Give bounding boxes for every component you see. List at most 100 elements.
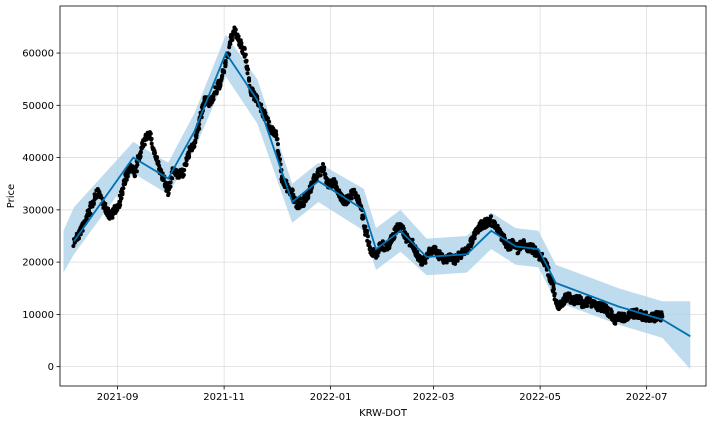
observed-point: [154, 155, 159, 160]
observed-point: [333, 181, 338, 186]
observed-point: [375, 253, 380, 258]
observed-point: [473, 232, 478, 237]
observed-point: [265, 116, 270, 121]
observed-point: [84, 217, 89, 221]
observed-point: [181, 173, 186, 177]
observed-point: [321, 162, 325, 166]
observed-point: [276, 142, 280, 147]
observed-point: [149, 136, 154, 141]
observed-point: [170, 176, 175, 181]
observed-point: [263, 111, 268, 115]
observed-point: [367, 240, 372, 245]
y-axis-title: Price: [6, 184, 17, 208]
forecast-line: [73, 51, 691, 338]
observed-point: [133, 174, 137, 178]
observed-point: [134, 169, 139, 174]
observed-point: [322, 165, 327, 170]
observed-point: [365, 234, 370, 239]
x-axis-ticks: 2021-09 2021-11 2022-01 2022-03 2022-05 2022-…: [97, 386, 668, 403]
observed-point: [247, 78, 252, 83]
observed-point: [121, 186, 126, 191]
observed-point: [243, 52, 248, 57]
y-tick-label: 60000: [22, 49, 54, 60]
observed-point: [192, 144, 197, 148]
y-tick-label: 20000: [22, 258, 54, 269]
observed-point: [275, 137, 280, 141]
observed-point: [656, 310, 661, 315]
observed-point: [352, 187, 357, 192]
observed-point: [236, 34, 241, 39]
observed-point: [230, 37, 235, 42]
observed-point: [135, 162, 140, 167]
observed-point: [228, 41, 233, 46]
observed-point: [220, 74, 224, 79]
observed-point: [552, 293, 557, 298]
observed-point: [274, 133, 279, 138]
observed-point: [415, 249, 420, 254]
observed-point: [495, 223, 500, 228]
x-tick-label: 2022-07: [626, 392, 668, 403]
observed-point: [349, 196, 354, 201]
observed-point: [120, 190, 125, 195]
observed-point: [214, 89, 219, 94]
observed-point: [644, 310, 648, 315]
observed-point: [246, 67, 250, 72]
observed-point: [153, 151, 157, 156]
observed-point: [290, 188, 295, 193]
observed-point: [323, 172, 328, 177]
y-tick-label: 0: [48, 362, 54, 373]
y-tick-label: 50000: [22, 101, 54, 112]
observed-point: [660, 314, 665, 319]
observed-point: [585, 303, 590, 308]
observed-point: [245, 71, 250, 76]
observed-point: [423, 258, 428, 263]
observed-point: [321, 168, 326, 173]
observed-point: [361, 216, 366, 221]
observed-point: [227, 45, 232, 50]
observed-point: [242, 46, 247, 51]
observed-point: [233, 27, 238, 32]
observed-point: [278, 157, 282, 162]
observed-point: [194, 133, 199, 138]
observed-point: [634, 307, 639, 312]
observed-point: [318, 173, 323, 178]
observed-point: [159, 168, 164, 173]
observed-point: [613, 321, 618, 326]
observed-point: [363, 224, 368, 229]
observed-point: [156, 160, 161, 165]
observed-point: [401, 226, 406, 231]
observed-point: [77, 236, 81, 241]
observed-point: [302, 202, 306, 207]
plot-background: [60, 6, 706, 386]
observed-point: [186, 151, 191, 156]
x-tick-label: 2022-05: [519, 392, 561, 403]
observed-point: [472, 236, 477, 241]
observed-point: [223, 60, 228, 65]
observed-point: [125, 174, 130, 179]
observed-point: [168, 180, 173, 185]
observed-point: [88, 211, 93, 216]
y-tick-label: 40000: [22, 153, 54, 164]
observed-point: [138, 149, 143, 154]
observed-point: [572, 302, 577, 307]
observed-point: [168, 184, 173, 189]
observed-point: [551, 287, 556, 292]
observed-point: [119, 196, 124, 201]
observed-point: [335, 185, 339, 190]
observed-point: [493, 220, 498, 225]
x-axis-title: KRW-DOT: [359, 408, 408, 419]
observed-point: [259, 102, 264, 107]
observed-point: [124, 177, 129, 182]
observed-points: [71, 25, 665, 326]
observed-point: [110, 215, 115, 220]
observed-point: [489, 214, 493, 219]
observed-point: [459, 255, 464, 260]
observed-point: [142, 142, 147, 147]
observed-point: [364, 230, 369, 235]
x-tick-label: 2021-11: [203, 392, 245, 403]
observed-point: [149, 141, 154, 146]
observed-point: [244, 58, 249, 63]
observed-point: [166, 191, 171, 196]
observed-point: [138, 154, 143, 159]
